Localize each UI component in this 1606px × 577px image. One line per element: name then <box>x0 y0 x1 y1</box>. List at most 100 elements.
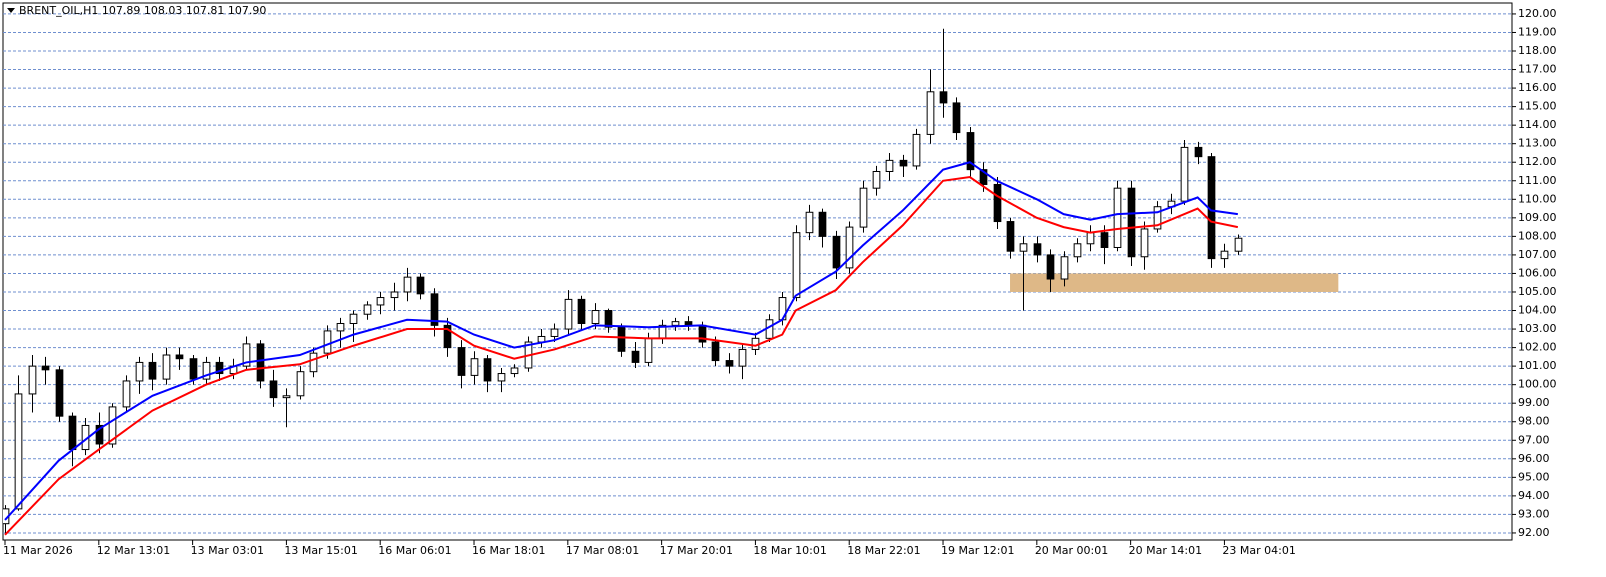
candle-body <box>818 211 827 237</box>
candle-body <box>725 360 734 367</box>
candle-body <box>457 347 466 376</box>
y-tick-label: 118.00 <box>1518 44 1557 57</box>
y-tick-label: 100.00 <box>1518 378 1557 391</box>
candle-body <box>483 358 492 382</box>
candle-body <box>148 361 157 380</box>
candle-body <box>1046 254 1055 280</box>
x-tick-label: 17 Mar 20:01 <box>660 544 733 557</box>
candle-body <box>1234 237 1243 252</box>
candle-body <box>443 324 452 349</box>
y-tick-label: 113.00 <box>1518 137 1557 150</box>
candle-body <box>792 232 801 299</box>
candle-body <box>899 159 908 167</box>
y-tick-label: 104.00 <box>1518 304 1557 317</box>
candle-body <box>952 102 961 134</box>
candle-body <box>979 169 988 185</box>
y-tick-label: 103.00 <box>1518 322 1557 335</box>
x-tick-label: 20 Mar 14:01 <box>1129 544 1202 557</box>
candle-body <box>738 348 747 367</box>
moving-average <box>4 161 1238 521</box>
x-tick-label: 18 Mar 10:01 <box>753 544 826 557</box>
header-open: 107.89 <box>102 4 141 17</box>
candle-body <box>631 350 640 363</box>
candle-body <box>135 361 144 382</box>
candle-body <box>912 133 921 167</box>
candle-body <box>28 365 37 395</box>
y-tick-label: 115.00 <box>1518 100 1557 113</box>
candle-body <box>926 91 935 135</box>
grid <box>3 13 1512 534</box>
y-tick-label: 99.00 <box>1518 396 1550 409</box>
y-tick-label: 94.00 <box>1518 489 1550 502</box>
y-tick-label: 98.00 <box>1518 415 1550 428</box>
candle-body <box>497 373 506 382</box>
y-tick-label: 111.00 <box>1518 174 1557 187</box>
candle-body <box>175 354 184 360</box>
symbol: BRENT_OIL,H1 <box>19 4 98 17</box>
candle-body <box>1140 228 1149 258</box>
y-tick-label: 105.00 <box>1518 285 1557 298</box>
candle-body <box>966 132 975 171</box>
candle-body <box>591 310 600 324</box>
candle-body <box>309 352 318 373</box>
x-tick-label: 16 Mar 18:01 <box>472 544 545 557</box>
candle-body <box>1180 146 1189 202</box>
x-tick-label: 20 Mar 00:01 <box>1035 544 1108 557</box>
candle-body <box>1033 243 1042 256</box>
candle-body <box>1086 232 1095 245</box>
candle-body <box>282 395 291 399</box>
candle-body <box>1019 243 1028 252</box>
candle-body <box>363 304 372 315</box>
candle-body <box>644 337 653 363</box>
y-tick-label: 97.00 <box>1518 433 1550 446</box>
candle-body <box>323 330 332 354</box>
candle-body <box>68 415 77 451</box>
candle-body <box>711 341 720 362</box>
candle-body <box>1073 243 1082 258</box>
candle-body <box>189 358 198 380</box>
y-tick-label: 92.00 <box>1518 526 1550 539</box>
moving-average <box>4 176 1239 536</box>
x-tick-label: 18 Mar 22:01 <box>847 544 920 557</box>
x-tick-label: 12 Mar 13:01 <box>97 544 170 557</box>
plot-marks <box>3 28 1339 536</box>
candle-body <box>939 91 948 104</box>
y-tick-label: 107.00 <box>1518 248 1557 261</box>
candle-body <box>617 326 626 352</box>
y-tick-label: 102.00 <box>1518 341 1557 354</box>
y-tick-label: 95.00 <box>1518 470 1550 483</box>
x-tick-label: 13 Mar 15:01 <box>284 544 357 557</box>
candle-body <box>1153 206 1162 230</box>
y-tick-label: 120.00 <box>1518 7 1557 20</box>
candle-body <box>550 328 559 337</box>
candle-body <box>256 343 265 382</box>
y-tick-label: 114.00 <box>1518 118 1557 131</box>
candle-body <box>859 187 868 228</box>
candle-body <box>336 322 345 332</box>
y-tick-label: 112.00 <box>1518 155 1557 168</box>
y-tick-label: 109.00 <box>1518 211 1557 224</box>
candle-body <box>430 293 439 326</box>
candle-body <box>1060 256 1069 280</box>
y-tick-label: 119.00 <box>1518 25 1557 38</box>
candle-body <box>671 321 680 326</box>
candle-body <box>470 358 479 376</box>
candle-body <box>1100 232 1109 248</box>
candle-body <box>269 380 278 399</box>
chart-header: BRENT_OIL,H1 107.89 108.03 107.81 107.90 <box>19 4 266 17</box>
y-tick-label: 101.00 <box>1518 359 1557 372</box>
menu-arrow[interactable] <box>7 8 15 13</box>
candle-body <box>1127 187 1136 258</box>
y-tick-label: 117.00 <box>1518 63 1557 76</box>
candle-body <box>242 343 251 367</box>
candle-body <box>1220 250 1229 260</box>
candle-body <box>1194 146 1203 158</box>
candle-body <box>604 310 613 328</box>
candle-body <box>805 211 814 234</box>
candle-body <box>390 291 399 299</box>
candle-body <box>993 183 1002 223</box>
x-tick-label: 23 Mar 04:01 <box>1222 544 1295 557</box>
support-zone <box>1010 273 1339 292</box>
x-tick-label: 19 Mar 12:01 <box>941 544 1014 557</box>
plot-area <box>2 2 1513 541</box>
